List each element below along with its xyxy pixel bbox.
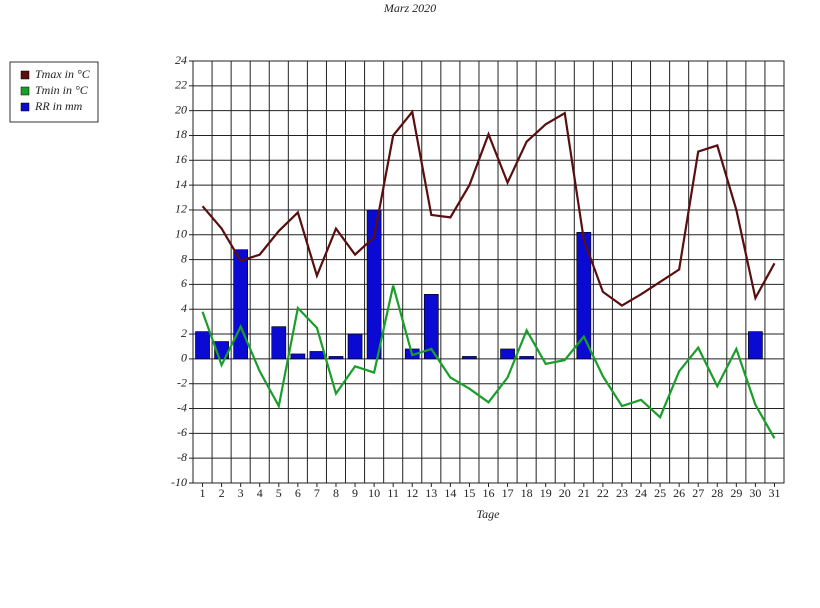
x-tick-label: 14 (444, 486, 456, 500)
x-tick-label: 26 (673, 486, 685, 500)
y-tick-label: -4 (177, 400, 187, 414)
y-tick-label: -2 (177, 375, 187, 389)
x-tick-label: 18 (521, 486, 533, 500)
legend-label: Tmin in °C (35, 83, 89, 97)
y-tick-label: 16 (175, 152, 187, 166)
y-tick-label: -10 (171, 475, 187, 489)
x-tick-label: 21 (578, 486, 590, 500)
legend-swatch (20, 70, 30, 80)
x-tick-label: 15 (463, 486, 475, 500)
x-tick-label: 25 (654, 486, 666, 500)
bar (328, 356, 344, 360)
chart-title: Marz 2020 (383, 1, 436, 15)
y-tick-label: 24 (175, 53, 187, 67)
bar (309, 351, 325, 360)
bar (462, 356, 477, 360)
bar (576, 231, 592, 360)
x-tick-label: 20 (559, 486, 571, 500)
bar (347, 333, 363, 360)
bar (290, 353, 306, 360)
y-tick-label: -8 (177, 450, 187, 464)
y-tick-label: 18 (175, 127, 187, 141)
x-tick-label: 4 (257, 486, 263, 500)
legend-label: RR in mm (34, 99, 83, 113)
bar (366, 209, 382, 360)
x-axis-label: Tage (477, 507, 501, 521)
x-tick-label: 22 (597, 486, 609, 500)
x-tick-label: 6 (295, 486, 301, 500)
x-tick-label: 7 (314, 486, 320, 500)
bar (748, 331, 763, 360)
bar (519, 356, 534, 360)
x-tick-label: 9 (352, 486, 358, 500)
x-tick-label: 3 (238, 486, 244, 500)
y-tick-label: 6 (181, 276, 187, 290)
y-tick-label: 20 (175, 102, 187, 116)
line (201, 109, 776, 307)
bar (271, 326, 287, 360)
x-tick-label: 10 (368, 486, 380, 500)
y-tick-label: 22 (175, 78, 187, 92)
bar (423, 294, 439, 360)
y-tick-label: 14 (175, 177, 187, 191)
bar (195, 331, 210, 360)
x-tick-label: 31 (768, 486, 780, 500)
x-tick-label: 11 (387, 486, 399, 500)
y-tick-label: 0 (181, 351, 187, 365)
x-tick-label: 17 (502, 486, 514, 500)
legend-label: Tmax in °C (35, 67, 91, 81)
x-tick-label: 16 (483, 486, 495, 500)
x-tick-label: 13 (425, 486, 437, 500)
y-tick-label: -6 (177, 425, 187, 439)
x-tick-label: 27 (692, 486, 704, 500)
x-tick-label: 1 (200, 486, 206, 500)
x-tick-label: 24 (635, 486, 647, 500)
x-tick-label: 2 (219, 486, 225, 500)
x-tick-label: 23 (616, 486, 628, 500)
y-tick-label: 12 (175, 202, 187, 216)
line (201, 285, 776, 439)
y-tick-label: 8 (181, 251, 187, 265)
y-tick-label: 10 (175, 227, 187, 241)
y-tick-label: 4 (181, 301, 187, 315)
bar (233, 249, 249, 360)
x-tick-label: 29 (730, 486, 742, 500)
y-tick-label: 2 (181, 326, 187, 340)
x-tick-label: 8 (333, 486, 339, 500)
plot-area (192, 60, 785, 484)
x-tick-label: 28 (711, 486, 723, 500)
x-tick-label: 30 (749, 486, 761, 500)
x-tick-label: 5 (276, 486, 282, 500)
x-tick-label: 12 (406, 486, 418, 500)
legend-swatch (20, 86, 30, 96)
x-tick-label: 19 (540, 486, 552, 500)
legend-swatch (20, 102, 30, 112)
bar (500, 348, 515, 360)
